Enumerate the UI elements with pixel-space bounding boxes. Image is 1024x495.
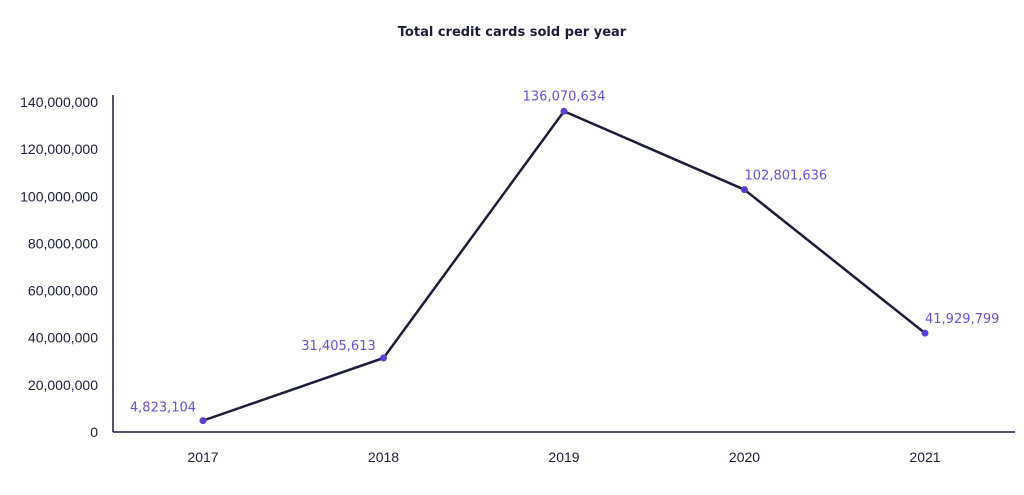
data-label: 4,823,104 [130,401,196,416]
data-label: 102,801,636 [745,169,828,184]
y-tick-label: 120,000,000 [20,141,98,157]
data-point [741,186,748,194]
data-points [199,107,929,425]
y-tick-label: 100,000,000 [20,188,98,204]
series-line [202,110,926,422]
data-label: 41,929,799 [925,312,999,327]
y-tick-labels: 0 20,000,000 40,000,000 60,000,000 80,000,00… [20,94,98,440]
y-tick-label: 20,000,000 [28,377,98,393]
y-tick-label: 80,000,000 [28,235,98,251]
x-tick-label: 2020 [729,449,760,465]
data-point [921,329,929,337]
y-tick-label: 140,000,000 [20,94,98,110]
x-tick-label: 2017 [187,449,218,465]
y-tick-label: 40,000,000 [28,330,98,346]
x-tick-labels: 2017 2018 2019 2020 2021 [187,449,940,465]
x-tick-label: 2021 [909,449,940,465]
y-tick-label: 60,000,000 [28,283,98,299]
data-label: 31,405,613 [301,339,375,354]
data-labels: 4,823,104 31,405,613 136,070,634 102,801,63… [130,89,1000,415]
x-tick-label: 2019 [548,449,579,465]
chart-title: Total credit cards sold per year [398,25,627,40]
data-point [199,417,207,425]
data-point [560,107,568,115]
y-tick-label: 0 [90,424,98,440]
data-point [380,354,387,362]
data-label: 136,070,634 [523,89,606,104]
x-tick-label: 2018 [368,449,399,465]
